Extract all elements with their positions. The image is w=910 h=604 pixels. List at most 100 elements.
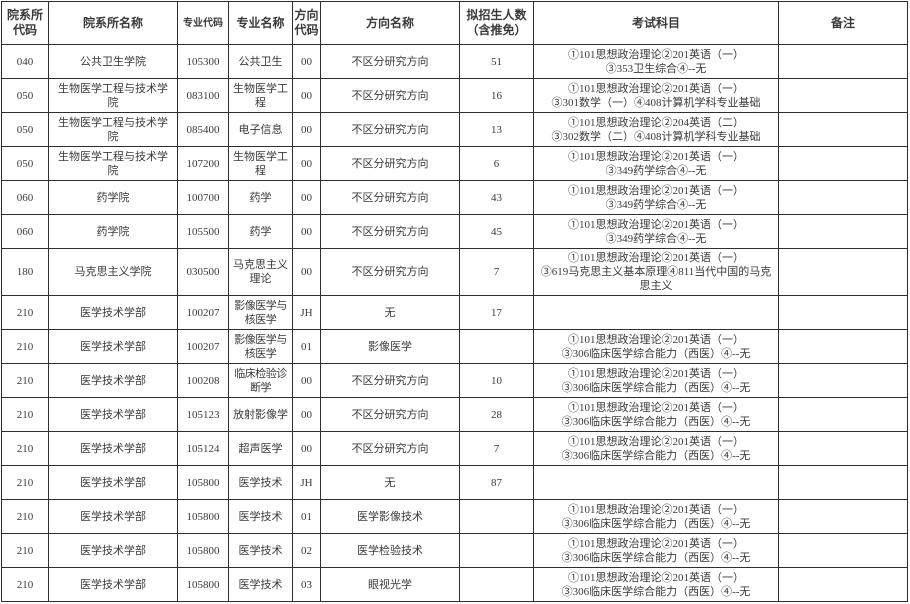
- dir-name-cell: 不区分研究方向: [320, 180, 460, 215]
- remark-cell: [778, 146, 908, 181]
- dept-name-cell: 药学院: [48, 214, 178, 249]
- header-cell-remark: 备注: [778, 1, 908, 45]
- major-name-cell: 生物医学工程: [228, 146, 293, 181]
- major-code-cell: 083100: [177, 78, 229, 113]
- dir-name-cell: 不区分研究方向: [320, 214, 460, 249]
- dept-name-cell: 医学技术学部: [48, 295, 178, 330]
- table-row: 050 生物医学工程与技术学院 085400 电子信息 00 不区分研究方向 13 ①101思…: [1, 112, 908, 147]
- quota-cell: 10: [459, 363, 534, 398]
- major-name-cell: 超声医学: [228, 431, 293, 466]
- remark-cell: [778, 363, 908, 398]
- header-cell-dir-code: 方向 代码: [292, 1, 321, 45]
- dept-code-cell: 040: [1, 44, 49, 79]
- quota-cell: 17: [459, 295, 534, 330]
- table-row: 210 医学技术学部 105124 超声医学 00 不区分研究方向 7 ①101思想政治理论②…: [1, 431, 908, 466]
- major-name-cell: 医学技术: [228, 465, 293, 500]
- major-code-cell: 105300: [177, 44, 229, 79]
- dir-code-cell: 00: [292, 214, 321, 249]
- dept-name-cell: 药学院: [48, 180, 178, 215]
- major-code-cell: 100207: [177, 295, 229, 330]
- major-code-cell: 100208: [177, 363, 229, 398]
- dir-code-cell: 00: [292, 44, 321, 79]
- dept-name-cell: 生物医学工程与技术学院: [48, 78, 178, 113]
- remark-cell: [778, 78, 908, 113]
- dir-name-cell: 无: [320, 295, 460, 330]
- dept-code-cell: 180: [1, 248, 49, 296]
- quota-cell: 28: [459, 397, 534, 432]
- dept-code-cell: 210: [1, 431, 49, 466]
- dir-code-cell: 00: [292, 78, 321, 113]
- quota-cell: 6: [459, 146, 534, 181]
- exam-cell: ①101思想政治理论②201英语（一） ③349药学综合④--无: [533, 146, 779, 181]
- dept-code-cell: 210: [1, 363, 49, 398]
- dept-code-cell: 210: [1, 397, 49, 432]
- major-code-cell: 105124: [177, 431, 229, 466]
- quota-cell: 7: [459, 248, 534, 296]
- major-code-cell: 105800: [177, 533, 229, 568]
- major-name-cell: 生物医学工程: [228, 78, 293, 113]
- quota-cell: [459, 329, 534, 364]
- quota-cell: [459, 533, 534, 568]
- exam-cell: ①101思想政治理论②201英语（一） ③349药学综合④--无: [533, 180, 779, 215]
- remark-cell: [778, 44, 908, 79]
- header-cell-dept-code: 院系所 代码: [1, 1, 49, 45]
- table-row: 210 医学技术学部 100207 影像医学与核医学 01 影像医学 ①101思想政治理论②…: [1, 329, 908, 364]
- dept-code-cell: 060: [1, 214, 49, 249]
- major-name-cell: 医学技术: [228, 533, 293, 568]
- dir-name-cell: 影像医学: [320, 329, 460, 364]
- dir-code-cell: 00: [292, 363, 321, 398]
- header-cell-quota: 拟招生人数 （含推免）: [459, 1, 534, 45]
- major-name-cell: 药学: [228, 214, 293, 249]
- dept-code-cell: 050: [1, 112, 49, 147]
- table-row: 210 医学技术学部 105800 医学技术 02 医学检验技术 ①101思想政治理论②20…: [1, 533, 908, 568]
- remark-cell: [778, 499, 908, 534]
- major-code-cell: 100207: [177, 329, 229, 364]
- remark-cell: [778, 112, 908, 147]
- dir-code-cell: 00: [292, 112, 321, 147]
- table-row: 210 医学技术学部 105800 医学技术 03 眼视光学 ①101思想政治理论②201英…: [1, 567, 908, 602]
- dept-code-cell: 210: [1, 567, 49, 602]
- remark-cell: [778, 533, 908, 568]
- exam-cell: ①101思想政治理论②201英语（一） ③306临床医学综合能力（西医）④--无: [533, 329, 779, 364]
- table-row: 040 公共卫生学院 105300 公共卫生 00 不区分研究方向 51 ①101思想政治理论…: [1, 44, 908, 79]
- exam-cell: ①101思想政治理论②204英语（二） ③302数学（二）④408计算机学科专业…: [533, 112, 779, 147]
- exam-cell: ①101思想政治理论②201英语（一） ③306临床医学综合能力（西医）④--无: [533, 499, 779, 534]
- dept-code-cell: 050: [1, 78, 49, 113]
- dept-name-cell: 医学技术学部: [48, 465, 178, 500]
- dept-code-cell: 210: [1, 465, 49, 500]
- dept-name-cell: 公共卫生学院: [48, 44, 178, 79]
- exam-cell: ①101思想政治理论②201英语（一） ③306临床医学综合能力（西医）④--无: [533, 363, 779, 398]
- dept-name-cell: 生物医学工程与技术学院: [48, 112, 178, 147]
- exam-cell: ①101思想政治理论②201英语（一） ③306临床医学综合能力（西医）④--无: [533, 397, 779, 432]
- exam-cell: ①101思想政治理论②201英语（一） ③353卫生综合④--无: [533, 44, 779, 79]
- dir-name-cell: 无: [320, 465, 460, 500]
- dept-name-cell: 医学技术学部: [48, 431, 178, 466]
- dir-code-cell: 00: [292, 180, 321, 215]
- quota-cell: 16: [459, 78, 534, 113]
- remark-cell: [778, 248, 908, 296]
- dept-name-cell: 医学技术学部: [48, 329, 178, 364]
- exam-cell: ①101思想政治理论②201英语（一） ③619马克思主义基本原理④811当代中…: [533, 248, 779, 296]
- remark-cell: [778, 431, 908, 466]
- table-row: 060 药学院 100700 药学 00 不区分研究方向 43 ①101思想政治理论②201英…: [1, 180, 908, 215]
- dir-code-cell: JH: [292, 295, 321, 330]
- dir-code-cell: 00: [292, 248, 321, 296]
- dir-name-cell: 不区分研究方向: [320, 78, 460, 113]
- dir-code-cell: 00: [292, 397, 321, 432]
- major-code-cell: 105123: [177, 397, 229, 432]
- table-row: 210 医学技术学部 105800 医学技术 01 医学影像技术 ①101思想政治理论②20…: [1, 499, 908, 534]
- major-name-cell: 影像医学与核医学: [228, 295, 293, 330]
- dir-name-cell: 眼视光学: [320, 567, 460, 602]
- remark-cell: [778, 567, 908, 602]
- dir-code-cell: 01: [292, 329, 321, 364]
- header-row: 院系所 代码 院系所名称 专业代码 专业名称 方向 代码 方向名称 拟招生人数 （含推免）考…: [1, 1, 908, 45]
- remark-cell: [778, 465, 908, 500]
- dir-name-cell: 不区分研究方向: [320, 44, 460, 79]
- major-name-cell: 电子信息: [228, 112, 293, 147]
- quota-cell: 51: [459, 44, 534, 79]
- header-cell-exam: 考试科目: [533, 1, 779, 45]
- major-code-cell: 085400: [177, 112, 229, 147]
- exam-cell: ①101思想政治理论②201英语（一） ③306临床医学综合能力（西医）④--无: [533, 533, 779, 568]
- dir-name-cell: 不区分研究方向: [320, 146, 460, 181]
